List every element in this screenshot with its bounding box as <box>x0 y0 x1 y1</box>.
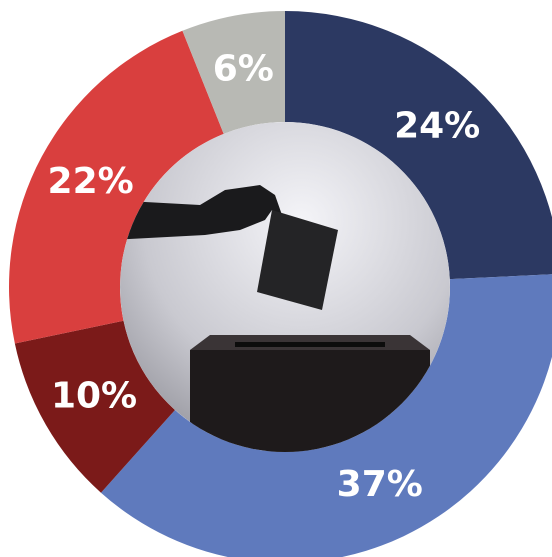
box-slot <box>235 342 385 347</box>
hand-silhouette <box>120 185 282 240</box>
slices <box>8 11 552 557</box>
ballot <box>257 210 338 310</box>
slice <box>14 320 175 493</box>
slice <box>100 274 552 557</box>
value-label: 6% <box>213 48 274 89</box>
value-label: 22% <box>48 161 134 202</box>
value-label: 10% <box>51 375 137 416</box>
value-label: 37% <box>337 464 423 505</box>
value-label: 24% <box>394 105 480 146</box>
slice <box>8 30 224 344</box>
slice <box>285 11 552 280</box>
slice <box>182 11 285 134</box>
center-photo <box>120 122 450 452</box>
